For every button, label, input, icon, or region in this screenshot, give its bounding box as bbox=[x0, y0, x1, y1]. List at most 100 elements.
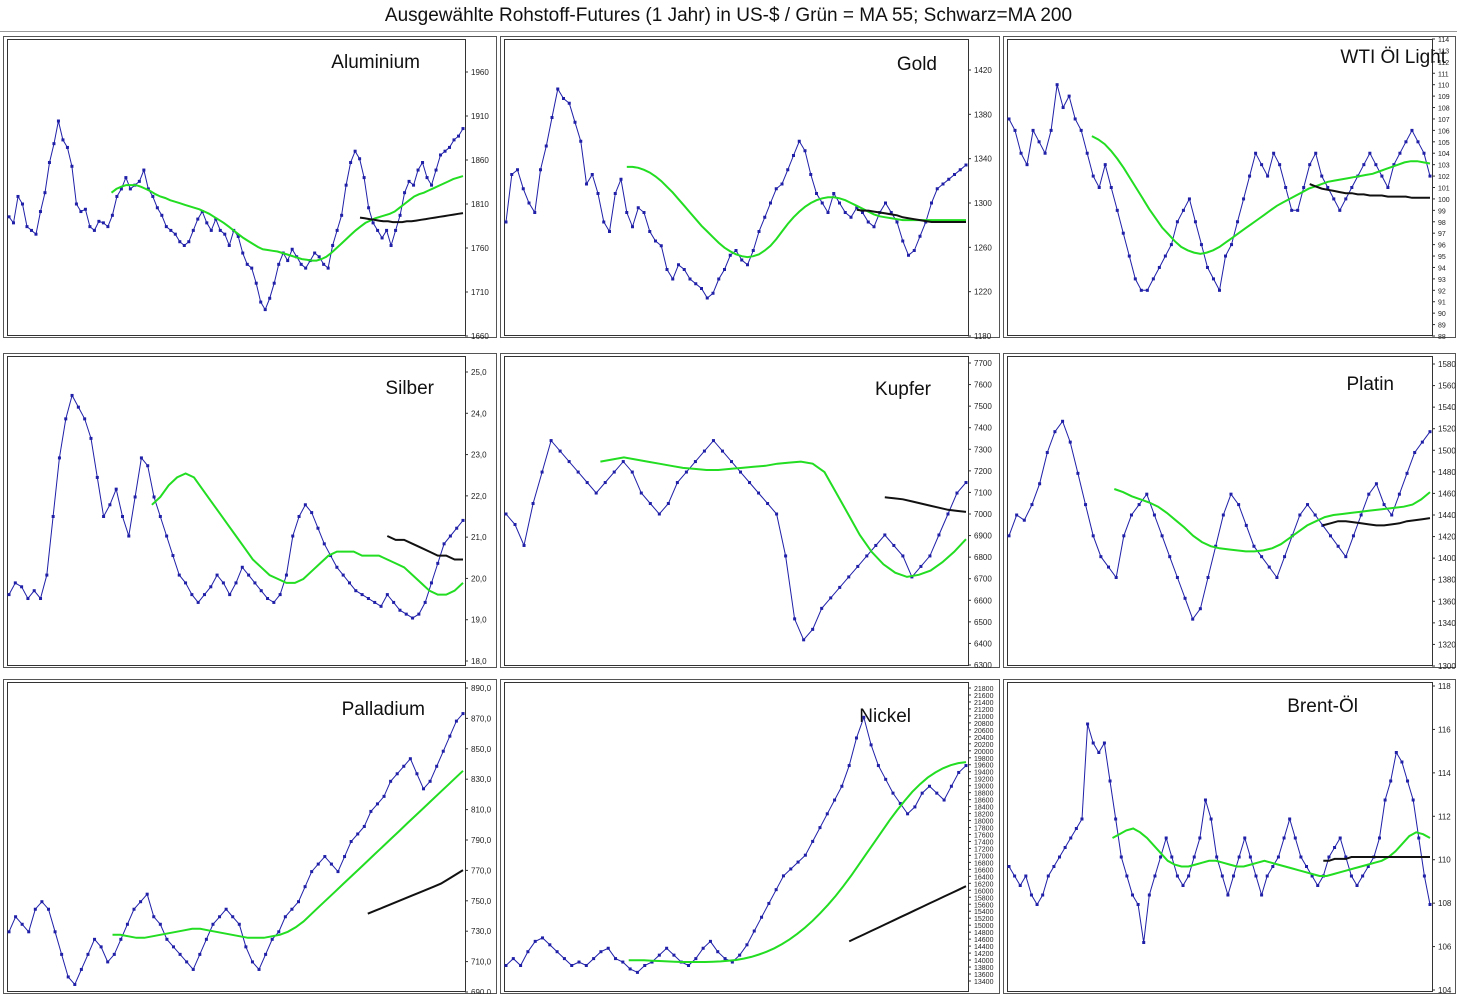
price-point bbox=[1232, 875, 1235, 878]
price-point bbox=[1013, 875, 1016, 878]
price-point bbox=[551, 116, 554, 119]
price-point bbox=[1193, 856, 1196, 859]
price-point bbox=[946, 513, 949, 516]
price-point bbox=[64, 417, 67, 420]
price-point bbox=[21, 203, 24, 206]
price-point bbox=[151, 195, 154, 198]
price-point bbox=[723, 268, 726, 271]
price-point bbox=[735, 249, 738, 252]
price-point bbox=[1298, 514, 1301, 517]
price-point bbox=[77, 406, 80, 409]
y-tick-label: 94 bbox=[1438, 265, 1446, 272]
price-point bbox=[430, 581, 433, 584]
price-point bbox=[336, 870, 339, 873]
price-point bbox=[595, 492, 598, 495]
price-point bbox=[514, 523, 517, 526]
y-tick-label: 17600 bbox=[974, 833, 994, 840]
price-point bbox=[1008, 117, 1011, 120]
price-point bbox=[102, 221, 105, 224]
price-point bbox=[327, 267, 330, 270]
price-point bbox=[190, 593, 193, 596]
price-point bbox=[1142, 941, 1145, 944]
price-point bbox=[1350, 875, 1353, 878]
price-point bbox=[209, 585, 212, 588]
price-point bbox=[253, 581, 256, 584]
price-point bbox=[1074, 117, 1077, 120]
price-point bbox=[1176, 875, 1179, 878]
price-point bbox=[198, 953, 201, 956]
y-tick-label: 100 bbox=[1438, 197, 1450, 204]
price-point bbox=[665, 947, 668, 950]
price-point bbox=[205, 221, 208, 224]
price-point bbox=[192, 968, 195, 971]
price-point bbox=[421, 161, 424, 164]
price-point bbox=[562, 97, 565, 100]
price-point bbox=[396, 772, 399, 775]
y-tick-label: 16800 bbox=[974, 860, 994, 867]
price-point bbox=[436, 562, 439, 565]
price-point bbox=[1229, 493, 1232, 496]
price-point bbox=[241, 566, 244, 569]
price-point bbox=[1296, 209, 1299, 212]
y-tick-label: 1300 bbox=[974, 199, 992, 208]
price-point bbox=[1222, 514, 1225, 517]
price-point bbox=[748, 481, 751, 484]
y-tick-label: 6300 bbox=[974, 661, 992, 670]
price-point bbox=[1306, 503, 1309, 506]
price-point bbox=[1242, 197, 1245, 200]
price-point bbox=[298, 515, 301, 518]
price-point bbox=[694, 957, 697, 960]
price-point bbox=[60, 953, 63, 956]
price-point bbox=[1165, 837, 1168, 840]
price-point bbox=[70, 165, 73, 168]
y-tick-label: 1400 bbox=[1438, 554, 1456, 563]
price-point bbox=[1283, 837, 1286, 840]
y-tick-label: 114 bbox=[1438, 37, 1449, 44]
price-point bbox=[34, 908, 37, 911]
price-point bbox=[67, 975, 70, 978]
price-point bbox=[27, 930, 30, 933]
price-point bbox=[809, 173, 812, 176]
price-point bbox=[1337, 545, 1340, 548]
price-point bbox=[335, 566, 338, 569]
price-point bbox=[798, 140, 801, 143]
price-point bbox=[870, 743, 873, 746]
price-point bbox=[884, 202, 887, 205]
price-point bbox=[677, 263, 680, 266]
price-point bbox=[106, 960, 109, 963]
price-point bbox=[1182, 209, 1185, 212]
price-point bbox=[738, 954, 741, 957]
price-point bbox=[943, 799, 946, 802]
y-tick-label: 1340 bbox=[974, 155, 992, 164]
price-point bbox=[430, 184, 433, 187]
price-point bbox=[1148, 894, 1151, 897]
price-point bbox=[1380, 175, 1383, 178]
price-point bbox=[429, 780, 432, 783]
price-point bbox=[1362, 163, 1365, 166]
price-point bbox=[1056, 83, 1059, 86]
price-point bbox=[818, 826, 821, 829]
y-tick-label: 107 bbox=[1438, 117, 1450, 124]
price-point bbox=[577, 471, 580, 474]
y-tick-label: 1500 bbox=[1438, 446, 1456, 455]
price-point bbox=[631, 471, 634, 474]
y-tick-label: 1420 bbox=[1438, 533, 1456, 542]
price-point bbox=[268, 297, 271, 300]
price-point bbox=[361, 593, 364, 596]
price-point bbox=[1429, 430, 1432, 433]
price-point bbox=[621, 961, 624, 964]
price-point bbox=[16, 195, 19, 198]
price-point bbox=[811, 840, 814, 843]
chart-title: Silber bbox=[385, 378, 434, 399]
price-point bbox=[604, 481, 607, 484]
price-point bbox=[271, 938, 274, 941]
price-point bbox=[683, 268, 686, 271]
price-point bbox=[187, 240, 190, 243]
price-point bbox=[304, 885, 307, 888]
price-point bbox=[323, 542, 326, 545]
y-tick-label: 108 bbox=[1438, 106, 1450, 113]
price-point bbox=[89, 437, 92, 440]
price-point bbox=[613, 471, 616, 474]
price-point bbox=[1423, 875, 1426, 878]
y-tick-label: 20,0 bbox=[471, 574, 487, 583]
